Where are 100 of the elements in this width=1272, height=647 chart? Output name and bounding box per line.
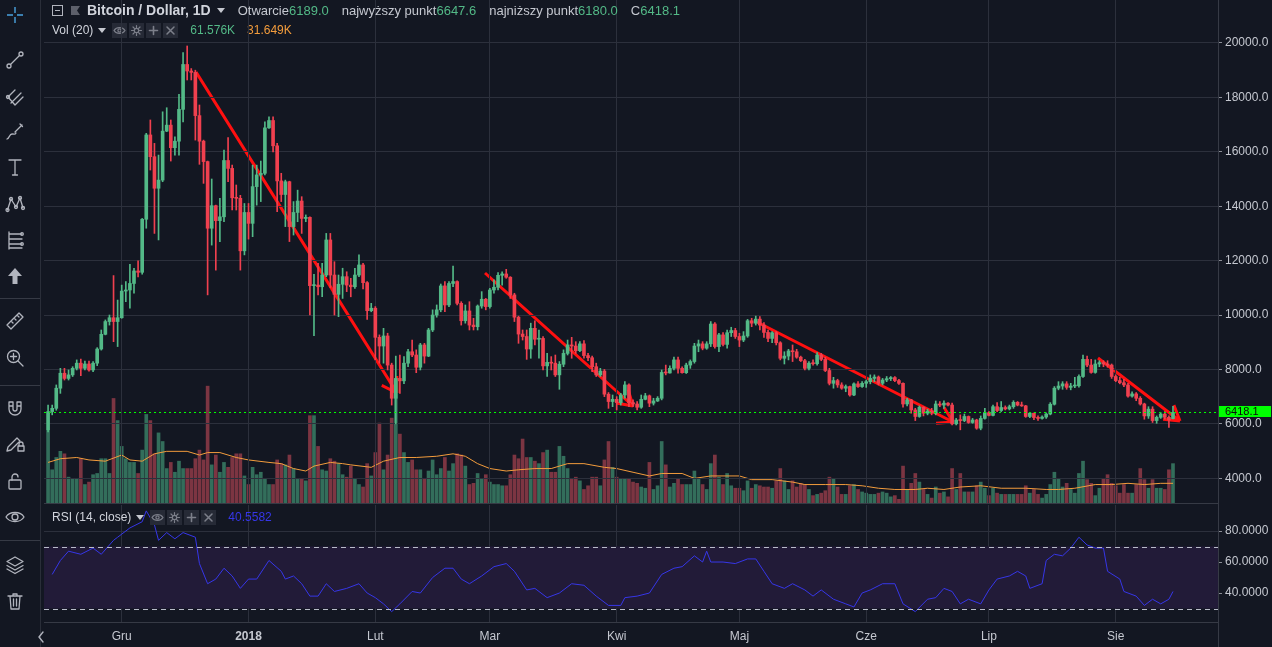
bar [533,460,537,503]
y-tick-label: 80.0000 [1225,523,1269,538]
x-tick-label: Cze [855,628,878,643]
annotation: najniższy punkt [489,3,579,18]
chart-title: RSI (14, close) [52,510,132,525]
bar [83,484,87,503]
bar [991,487,995,503]
bar [369,475,374,503]
ref-line-label: 6418.1 [1225,404,1259,417]
bar [451,463,455,503]
bar [713,454,717,503]
bar [999,494,1004,503]
bar [811,495,815,503]
bar [676,478,680,503]
bar [275,459,279,503]
bar [717,476,721,503]
annotation: 6418.1 [640,3,680,18]
bar [348,465,353,503]
y-tick-label: 40.0000 [1225,585,1269,600]
candlestick [136,260,140,278]
bar [721,484,725,503]
bar [545,449,549,503]
bar [99,458,104,503]
candlestick [185,45,189,81]
bar [758,485,762,503]
bar [279,463,284,503]
bar [443,457,447,503]
bar [91,474,95,503]
bar [659,441,664,503]
bar [582,489,586,503]
bar [856,489,860,503]
bar [598,485,603,503]
bar [136,473,140,503]
candlestick [545,353,549,377]
y-tick-label: 18000.0 [1225,89,1269,104]
annotation: C [630,3,641,18]
y-tick-label: 60.0000 [1225,554,1269,569]
bar [1028,492,1032,503]
bar [528,457,533,503]
bar [1130,492,1134,503]
bar [128,462,132,503]
bar [888,496,893,503]
bar [868,494,873,503]
bar [500,485,504,503]
bar [185,468,189,503]
bar [594,476,599,503]
bar [459,454,464,503]
bar [258,471,263,503]
candlestick [312,273,316,337]
bar [324,470,329,503]
bar [1085,479,1089,503]
bar [1122,484,1126,503]
bar [573,476,578,503]
y-tick-label: 16000.0 [1225,144,1269,159]
bar [303,480,308,503]
chart-title: Vol (20) [52,23,94,38]
bar [635,482,639,503]
bar [1158,487,1163,503]
bar [913,473,918,503]
y-tick-label: 14000.0 [1225,198,1269,213]
bar [74,478,79,503]
bar [1171,463,1175,503]
bar [299,478,304,503]
bar [144,414,149,503]
bar [901,465,905,503]
candlestick [398,354,402,394]
y-tick-label: 12000.0 [1225,252,1269,267]
bar [733,487,738,503]
annotation: 6180.0 [578,3,618,18]
bar [807,489,811,503]
bar [995,492,999,503]
bar [1003,494,1008,503]
bar [87,481,91,503]
bar [643,487,648,503]
bar [1081,460,1085,503]
bar [1138,468,1143,503]
bar [222,462,226,503]
annotation: 31.649K [247,23,292,38]
annotation: 6647.6 [436,3,477,18]
y-tick-label: 10000.0 [1225,307,1269,322]
bar [308,415,312,503]
bar [819,492,824,503]
bar [541,452,545,503]
bar [803,484,807,503]
x-tick-label: Gru [111,628,132,643]
x-tick-label: Lut [366,628,385,643]
candlestick [958,414,963,431]
annotation: 40.5582 [228,510,272,525]
x-tick-label: Lip [980,628,998,643]
bar [320,469,324,503]
bar [1040,497,1044,503]
x-tick-label: Maj [729,628,750,643]
bar [1068,489,1073,503]
bar [168,462,173,503]
bar [402,452,406,503]
bar [778,468,783,503]
y-tick-label: 20000.0 [1225,35,1269,50]
bar [1032,489,1036,503]
bar [389,417,394,503]
bar [1089,482,1094,503]
